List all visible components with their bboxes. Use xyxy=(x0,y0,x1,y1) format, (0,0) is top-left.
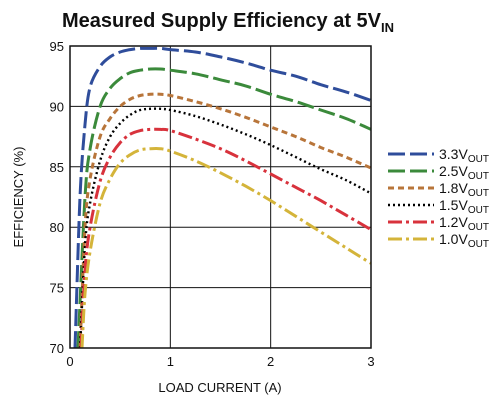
series-line-5 xyxy=(80,146,371,348)
y-tick-label-0: 70 xyxy=(50,341,64,356)
y-tick-label-4: 90 xyxy=(50,99,64,114)
legend-label-4: 1.2VOUT xyxy=(439,214,489,233)
series-line-2 xyxy=(78,92,371,348)
legend: 3.3VOUT2.5VOUT1.8VOUT1.5VOUT1.2VOUT1.0VO… xyxy=(388,146,489,250)
y-tick-label-3: 85 xyxy=(50,160,64,175)
chart-title-sub: IN xyxy=(381,20,394,35)
series-line-0 xyxy=(73,46,371,348)
x-tick-label-1: 1 xyxy=(167,354,174,369)
legend-label-0: 3.3VOUT xyxy=(439,146,489,165)
series-line-3 xyxy=(78,107,371,348)
x-axis-label: LOAD CURRENT (A) xyxy=(158,380,281,395)
y-tick-label-5: 95 xyxy=(50,39,64,54)
y-axis-label: EFFICIENCY (%) xyxy=(11,147,26,248)
chart-title-main: Measured Supply Efficiency at 5V xyxy=(62,10,382,32)
chart-title: Measured Supply Efficiency at 5VIN xyxy=(62,10,394,35)
series-lines xyxy=(73,46,371,348)
legend-label-2: 1.8VOUT xyxy=(439,180,489,199)
tick-labels: 0 1 2 3 70 75 80 85 90 95 xyxy=(50,39,375,369)
plot-frame xyxy=(69,45,372,349)
y-tick-label-1: 75 xyxy=(50,281,64,296)
series-line-4 xyxy=(79,127,371,348)
grid xyxy=(70,46,371,348)
y-tick-label-2: 80 xyxy=(50,220,64,235)
legend-label-5: 1.0VOUT xyxy=(439,231,489,250)
x-tick-label-2: 2 xyxy=(267,354,274,369)
series-line-1 xyxy=(76,67,371,348)
x-tick-label-3: 3 xyxy=(367,354,374,369)
legend-label-1: 2.5VOUT xyxy=(439,163,489,182)
legend-label-3: 1.5VOUT xyxy=(439,197,489,216)
x-tick-label-0: 0 xyxy=(66,354,73,369)
